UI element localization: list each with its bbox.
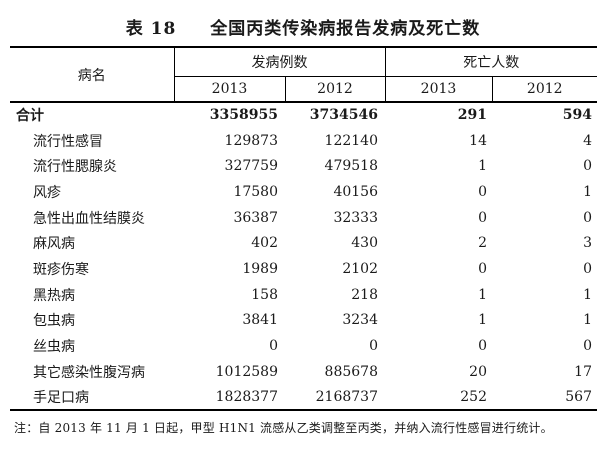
deaths-2013-value: 2 — [478, 235, 487, 252]
column-header-deaths-2013: 2013 — [385, 76, 493, 103]
deaths-2012-value: 1 — [583, 183, 592, 200]
cases-2013-value: 36387 — [233, 209, 278, 226]
disease-name: 其它感染性腹泻病 — [33, 364, 145, 381]
deaths-2013-value: 0 — [478, 209, 487, 226]
disease-name: 手足口病 — [33, 389, 89, 406]
cases-2012-value: 3234 — [342, 312, 378, 329]
cases-2013-value: 1828377 — [215, 388, 278, 405]
column-header-deaths-2012: 2012 — [492, 76, 597, 103]
deaths-2012-value: 3 — [583, 235, 592, 252]
deaths-2012-value: 0 — [583, 209, 592, 226]
deaths-2012-value: 1 — [583, 286, 592, 303]
deaths-2013-value: 1 — [478, 286, 487, 303]
cases-2013-value: 17580 — [233, 183, 278, 200]
table-number: 表 18 — [125, 19, 177, 39]
column-group-cases: 发病例数 — [174, 47, 386, 77]
disease-name: 丝虫病 — [33, 339, 75, 356]
table-row: 手足口病 1828377 2168737 252 567 — [10, 385, 597, 411]
deaths-2013-value: 14 — [469, 132, 487, 149]
deaths-2012-value: 1 — [583, 312, 592, 329]
table-row: 其它感染性腹泻病 1012589 885678 20 17 — [10, 359, 597, 385]
disease-name: 流行性感冒 — [33, 133, 103, 150]
table-caption: 表 18 全国丙类传染病报告发病及死亡数 — [0, 0, 606, 39]
table-row: 黑热病 158 218 1 1 — [10, 282, 597, 308]
column-header-cases-2013: 2013 — [174, 76, 286, 103]
table-row: 流行性感冒 129873 122140 14 4 — [10, 128, 597, 154]
table-row: 急性出血性结膜炎 36387 32333 0 0 — [10, 205, 597, 231]
table-row: 斑疹伤寒 1989 2102 0 0 — [10, 256, 597, 282]
cases-2012-value: 32333 — [333, 209, 378, 226]
cases-2012-value: 885678 — [324, 363, 378, 380]
disease-name: 风疹 — [33, 184, 61, 201]
deaths-2013-value: 252 — [460, 388, 487, 405]
table-row: 丝虫病 0 0 0 0 — [10, 333, 597, 359]
cases-2012-value: 122140 — [324, 132, 378, 149]
cases-2013-value: 0 — [269, 338, 278, 355]
disease-name: 麻风病 — [33, 236, 75, 253]
cases-2012-value: 479518 — [324, 158, 378, 175]
disease-name: 包虫病 — [33, 313, 75, 330]
cases-2013-value: 327759 — [224, 158, 278, 175]
footnote: 注：自 2013 年 11 月 1 日起，甲型 H1N1 流感从乙类调整至丙类，… — [14, 421, 553, 436]
table-body: 合计 3358955 3734546 291 594 流行性感冒 129873 … — [10, 102, 597, 410]
disease-name: 流行性腮腺炎 — [33, 159, 117, 176]
column-group-deaths: 死亡人数 — [385, 47, 597, 77]
cases-2012-value: 2168737 — [315, 388, 378, 405]
column-header-disease: 病名 — [10, 47, 175, 103]
table-header: 病名 发病例数 死亡人数 2013 2012 2013 2012 — [10, 47, 597, 103]
deaths-2013-value: 1 — [478, 158, 487, 175]
cases-2012-value: 218 — [351, 286, 378, 303]
statistics-table: 病名 发病例数 死亡人数 2013 2012 2013 2012 合计 3358… — [10, 46, 597, 412]
table-row: 风疹 17580 40156 0 1 — [10, 179, 597, 205]
deaths-2013-value: 20 — [469, 363, 487, 380]
disease-name: 斑疹伤寒 — [33, 261, 89, 278]
header-group-row: 病名 发病例数 死亡人数 — [10, 47, 597, 103]
disease-name: 合计 — [16, 108, 44, 125]
deaths-2012-value: 567 — [565, 388, 592, 405]
deaths-2012-value: 4 — [583, 132, 592, 149]
deaths-2013-value: 0 — [478, 260, 487, 277]
cases-2013-value: 158 — [251, 286, 278, 303]
table-row-total: 合计 3358955 3734546 291 594 — [10, 102, 597, 128]
disease-name: 急性出血性结膜炎 — [33, 210, 145, 227]
cases-2013-value: 129873 — [224, 132, 278, 149]
deaths-2012-value: 594 — [562, 107, 592, 124]
deaths-2013-value: 0 — [478, 338, 487, 355]
disease-name: 黑热病 — [33, 287, 75, 304]
deaths-2012-value: 0 — [583, 158, 592, 175]
deaths-2012-value: 0 — [583, 338, 592, 355]
cases-2012-value: 0 — [369, 338, 378, 355]
cases-2013-value: 3358955 — [209, 107, 278, 124]
table-row: 包虫病 3841 3234 1 1 — [10, 308, 597, 334]
deaths-2013-value: 1 — [478, 312, 487, 329]
cases-2012-value: 40156 — [333, 183, 378, 200]
cases-2013-value: 1989 — [242, 260, 278, 277]
cases-2012-value: 2102 — [342, 260, 378, 277]
deaths-2013-value: 291 — [457, 107, 487, 124]
table-title: 全国丙类传染病报告发病及死亡数 — [210, 19, 481, 39]
cases-2013-value: 1012589 — [215, 363, 278, 380]
deaths-2012-value: 17 — [574, 363, 592, 380]
deaths-2012-value: 0 — [583, 260, 592, 277]
table-row: 麻风病 402 430 2 3 — [10, 230, 597, 256]
cases-2012-value: 430 — [351, 235, 378, 252]
table-row: 流行性腮腺炎 327759 479518 1 0 — [10, 153, 597, 179]
cases-2013-value: 3841 — [242, 312, 278, 329]
cases-2013-value: 402 — [251, 235, 278, 252]
header-year-row: 2013 2012 2013 2012 — [10, 76, 597, 103]
column-header-cases-2012: 2012 — [285, 76, 386, 103]
deaths-2013-value: 0 — [478, 183, 487, 200]
cases-2012-value: 3734546 — [309, 107, 378, 124]
